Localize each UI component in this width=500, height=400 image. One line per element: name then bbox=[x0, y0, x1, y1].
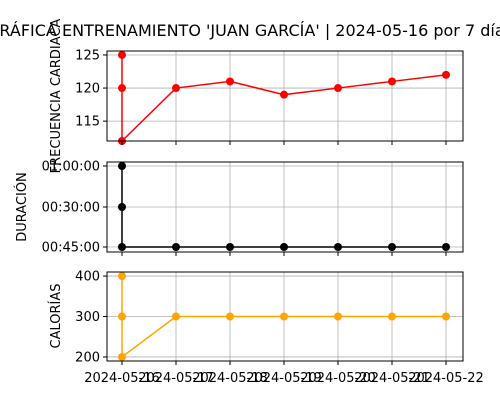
data-point bbox=[388, 312, 396, 321]
data-point bbox=[226, 77, 234, 86]
heart-rate-x-tick-marks bbox=[121, 141, 447, 145]
data-point bbox=[118, 272, 126, 281]
heart-rate-axes-frame bbox=[106, 50, 464, 142]
x-tick-label: 2024-05-17 bbox=[138, 371, 214, 386]
duration-x-tick-marks bbox=[121, 252, 447, 256]
data-point bbox=[226, 243, 234, 251]
heart-rate-axis-label: FRECUENCIA CARDIACA bbox=[49, 19, 64, 174]
duration-series bbox=[118, 162, 450, 251]
y-tick-label: 115 bbox=[75, 115, 100, 130]
y-tick-label: 400 bbox=[75, 270, 100, 285]
x-tick-label: 2024-05-18 bbox=[192, 371, 268, 386]
data-point bbox=[118, 352, 126, 361]
data-point bbox=[442, 70, 450, 79]
data-point bbox=[118, 243, 126, 251]
heart-rate-grid bbox=[107, 51, 463, 141]
heart-rate-series bbox=[118, 50, 450, 145]
heart-rate-y-ticks: 115 120 125 bbox=[75, 48, 107, 130]
y-tick-label: 300 bbox=[75, 310, 100, 325]
duration-y-ticks: 01:00:00 00:30:00 00:45:00 bbox=[42, 160, 107, 256]
duration-panel: 01:00:00 00:30:00 00:45:00 DURACIÓN bbox=[14, 160, 464, 256]
data-point bbox=[118, 84, 126, 93]
y-tick-label: 120 bbox=[75, 82, 100, 97]
heart-rate-panel: 115 120 125 FRECUENCIA CARDIACA bbox=[49, 19, 464, 174]
data-point bbox=[280, 312, 288, 321]
y-tick-label: 00:30:00 bbox=[42, 201, 100, 216]
x-tick-label: 2024-05-21 bbox=[354, 371, 430, 386]
data-point bbox=[172, 312, 180, 321]
data-point bbox=[388, 77, 396, 86]
x-tick-label: 2024-05-19 bbox=[246, 371, 322, 386]
data-point bbox=[118, 162, 126, 170]
calories-panel: 200 300 400 CALORÍAS bbox=[48, 270, 464, 365]
data-point bbox=[334, 243, 342, 251]
data-point bbox=[280, 243, 288, 251]
x-tick-label: 2024-05-22 bbox=[408, 371, 484, 386]
calories-y-ticks: 200 300 400 bbox=[75, 270, 107, 365]
x-tick-label: 2024-05-16 bbox=[84, 371, 160, 386]
data-point bbox=[118, 203, 126, 211]
y-tick-label: 125 bbox=[75, 48, 100, 63]
data-point bbox=[118, 312, 126, 321]
data-point bbox=[442, 312, 450, 321]
calories-x-tick-marks bbox=[121, 361, 447, 365]
y-tick-label: 200 bbox=[75, 350, 100, 365]
data-point bbox=[172, 84, 180, 93]
data-point bbox=[118, 50, 126, 59]
chart-title: GRÁFICA ENTRENAMIENTO 'JUAN GARCÍA' | 20… bbox=[0, 21, 500, 40]
calories-axis-label: CALORÍAS bbox=[48, 284, 64, 349]
data-point bbox=[280, 90, 288, 99]
y-tick-label: 00:45:00 bbox=[42, 241, 100, 256]
x-tick-label: 2024-05-20 bbox=[300, 371, 376, 386]
duration-axis-label: DURACIÓN bbox=[14, 172, 30, 242]
calories-series bbox=[118, 272, 450, 361]
duration-grid bbox=[107, 162, 463, 252]
data-point bbox=[226, 312, 234, 321]
x-axis-date-labels: 2024-05-162024-05-172024-05-182024-05-19… bbox=[84, 371, 484, 386]
data-point bbox=[388, 243, 396, 251]
data-point bbox=[334, 84, 342, 93]
y-tick-label: 01:00:00 bbox=[42, 160, 100, 175]
data-point bbox=[442, 243, 450, 251]
data-point bbox=[172, 243, 180, 251]
data-point bbox=[334, 312, 342, 321]
